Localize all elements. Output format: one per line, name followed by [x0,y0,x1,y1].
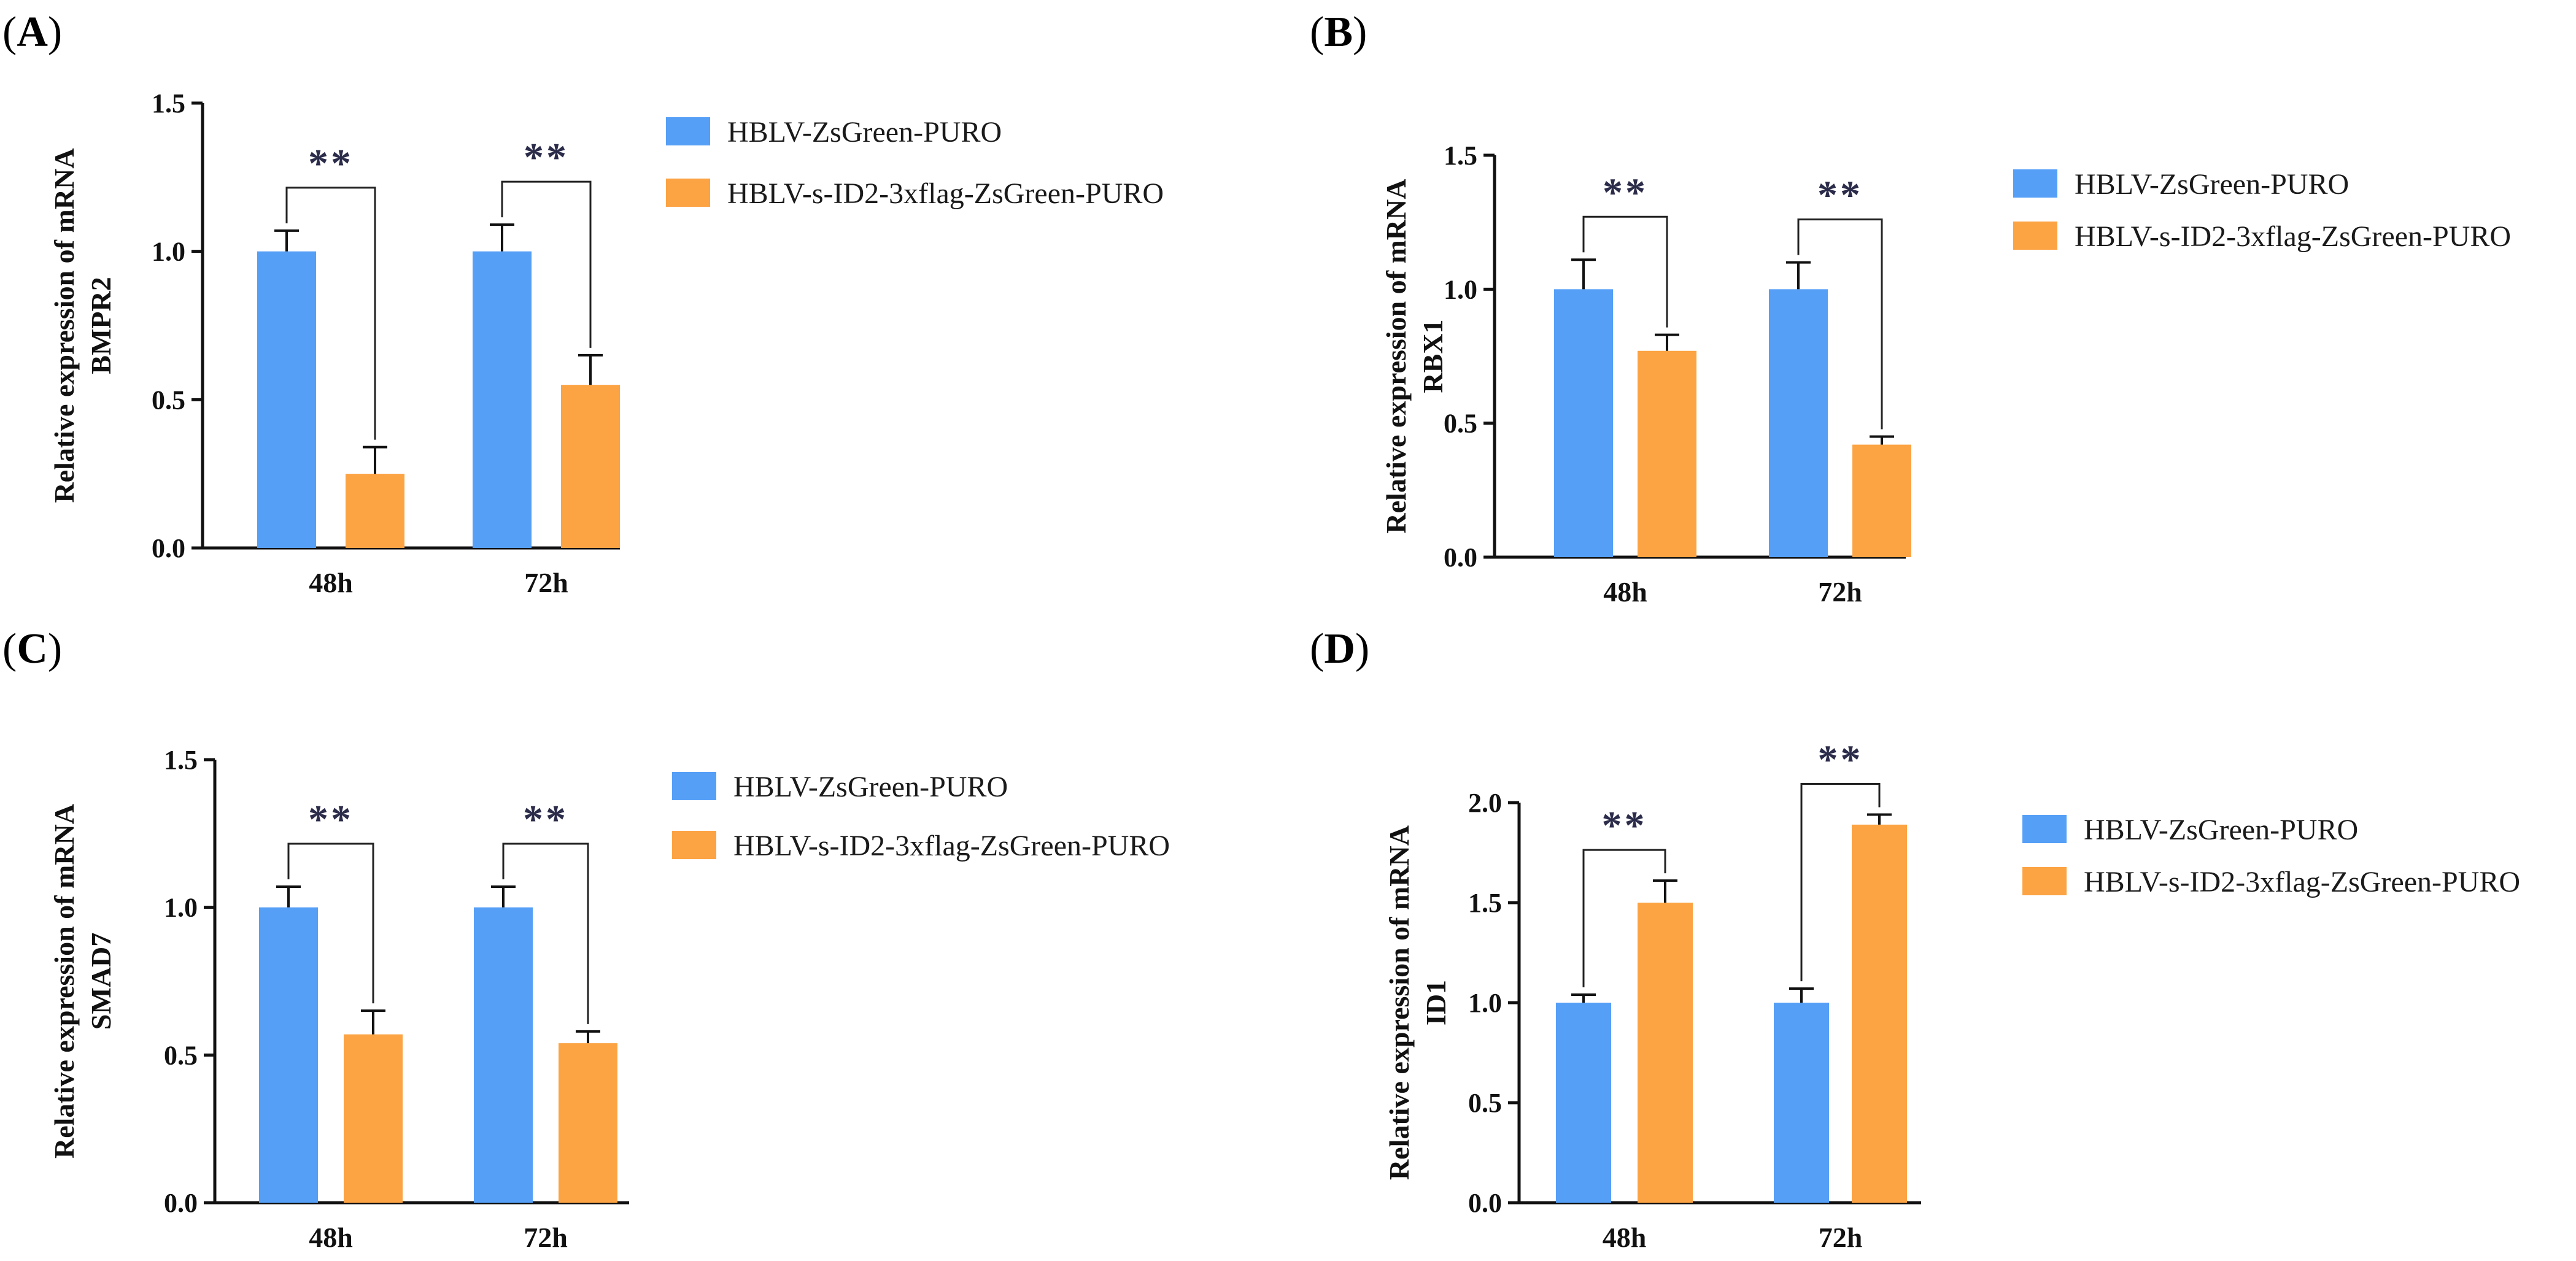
bar [259,907,318,1203]
panel-label: (C) [2,625,62,673]
y-tick-label: 0.5 [152,385,185,415]
significance-bracket [1800,783,1881,982]
y-axis-label: Relative expression of mRNA [1383,825,1415,1180]
x-tick-label: 48h [1603,576,1647,607]
y-axis-label: Relative expression of mRNA [48,148,80,503]
significance-stars: ** [1818,738,1863,782]
y-tick-label: 0.5 [1468,1088,1502,1118]
legend-label: HBLV-s-ID2-3xflag-ZsGreen-PURO [733,830,1170,862]
legend-swatch [2022,815,2067,843]
y-tick-label: 0.5 [164,1040,198,1070]
bar [1769,289,1828,557]
y-tick-label: 1.5 [1468,888,1502,918]
legend-swatch [2013,222,2057,250]
significance-bracket [1582,215,1668,328]
legend-swatch [666,179,710,207]
significance-bracket [502,843,589,1024]
significance-stars: ** [1602,803,1647,848]
legend-swatch [672,831,716,859]
panel-A: (A) 0.0 0.5 1.0 1.5 Relative expression of mR… [2,9,1164,598]
y-tick-label: 1.0 [1468,988,1502,1018]
x-tick-label: 48h [1603,1222,1647,1253]
x-tick-label: 48h [309,1222,353,1253]
significance-stars: ** [1817,173,1863,218]
bar [1852,824,1907,1203]
bar [344,1034,403,1203]
panel-B: (B) 0.0 0.5 1.0 1.5 Relative expression of mR… [1310,9,2511,607]
significance-bracket [501,180,592,348]
bar [1774,1003,1829,1203]
y-tick-label: 1.0 [164,893,198,923]
legend-label: HBLV-ZsGreen-PURO [2084,814,2358,846]
significance-bracket [1582,849,1666,987]
y-axis-label: BMPR2 [85,277,117,374]
significance-bracket [285,187,376,440]
y-axis-label: Relative expression of mRNA [1380,179,1412,534]
x-tick-label: 72h [524,1222,568,1253]
significance-stars: ** [308,141,354,186]
legend-label: HBLV-s-ID2-3xflag-ZsGreen-PURO [2075,220,2511,253]
y-axis-label: SMAD7 [85,933,117,1030]
bar [561,385,620,548]
legend-swatch [672,772,716,800]
panel-label: (B) [1310,9,1367,56]
significance-stars: ** [523,797,568,842]
significance-bracket [287,843,374,1004]
bar [473,251,532,548]
bar [559,1043,617,1203]
x-tick-label: 72h [524,567,568,598]
significance-bracket [1797,218,1883,430]
bar [257,251,316,548]
y-tick-label: 0.0 [164,1188,198,1218]
y-tick-label: 1.5 [152,88,185,118]
bar [1638,903,1693,1203]
x-tick-label: 72h [1819,1222,1863,1253]
bar [1556,1003,1611,1203]
legend-label: HBLV-ZsGreen-PURO [733,771,1008,803]
significance-stars: ** [308,797,354,842]
y-axis-label: ID1 [1420,980,1452,1025]
legend-label: HBLV-ZsGreen-PURO [2075,168,2349,201]
bar [474,907,533,1203]
y-axis-label: RBX1 [1417,319,1449,393]
legend-swatch [666,117,710,145]
y-tick-label: 0.5 [1444,409,1477,439]
significance-stars: ** [1603,170,1648,215]
legend-swatch [2022,867,2067,895]
x-tick-label: 72h [1818,576,1862,607]
y-tick-label: 1.0 [1444,274,1477,304]
y-tick-label: 2.0 [1468,788,1502,818]
bar [1554,289,1613,557]
bar [346,474,404,548]
y-tick-label: 1.5 [164,745,198,775]
bar [1852,444,1911,557]
panel-label: (A) [2,9,62,56]
x-tick-label: 48h [309,567,353,598]
y-tick-label: 0.0 [1468,1188,1502,1218]
panel-D: (D) 0.0 0.5 1.0 1.5 2.0 Relative expression of… [1310,625,2520,1253]
legend-label: HBLV-s-ID2-3xflag-ZsGreen-PURO [727,177,1164,210]
significance-stars: ** [524,135,569,180]
y-tick-label: 1.0 [152,237,185,267]
bar [1638,350,1696,557]
legend-label: HBLV-s-ID2-3xflag-ZsGreen-PURO [2084,866,2520,898]
y-axis-label: Relative expression of mRNA [48,804,80,1159]
legend-swatch [2013,169,2057,198]
panel-C: (C) 0.0 0.5 1.0 1.5 Relative expression of mR… [2,625,1170,1253]
y-tick-label: 0.0 [1444,542,1477,573]
legend-label: HBLV-ZsGreen-PURO [727,116,1002,148]
panel-label: (D) [1310,625,1369,673]
y-tick-label: 1.5 [1444,141,1477,171]
y-tick-label: 0.0 [152,533,185,563]
